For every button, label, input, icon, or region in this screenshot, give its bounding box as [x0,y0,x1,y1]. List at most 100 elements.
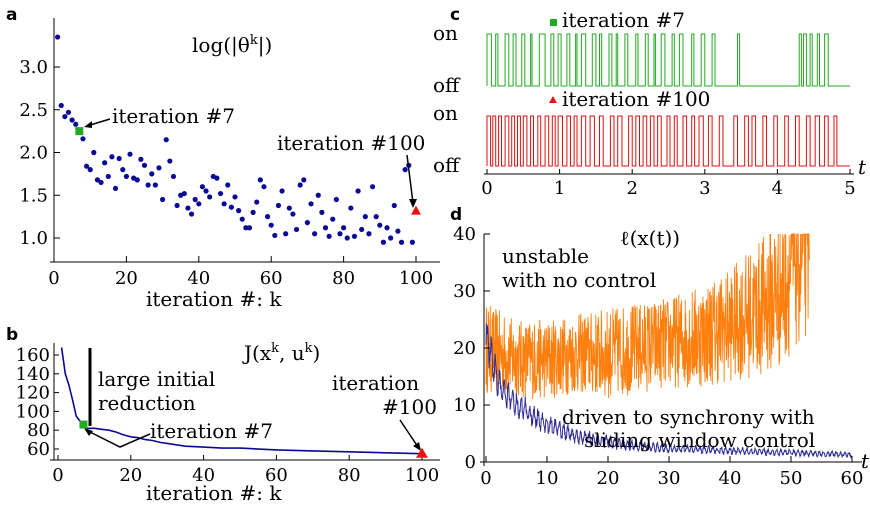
panel-a-data-point [326,233,332,239]
panel-label-d: d [450,205,462,225]
panel-a-data-point [362,214,368,220]
panel-a-data-point [301,177,307,183]
panel-b-y-tick-label: 80 [27,420,50,441]
panel-a-data-point [283,231,289,237]
panel-a-data-point [152,182,158,188]
panel-b-x-tick-label: 20 [119,465,142,486]
panel-d-y-tick-label: 10 [453,395,476,416]
panel-a-data-point [254,199,260,205]
panel-a-data-point [192,196,198,203]
panel-c-on-label-bottom: on [433,101,458,125]
panel-a-data-point [322,225,329,231]
panel-b-arrowhead-7 [84,428,93,436]
panel-c-x-label: t [858,155,867,179]
panel-a-arrowhead-7 [84,121,92,128]
panel-a-data-point [402,167,408,173]
panel-a-data-point [228,204,234,210]
panel-a-data-point [69,117,75,123]
panel-b-x-label: iteration #: k [146,481,282,505]
panel-b-annotation-reduction-1: large initial [98,367,215,391]
panel-a-data-point [199,184,206,190]
panel-a-data-point [116,155,122,162]
panel-b-title: J(xk, uk) [242,341,320,365]
panel-a-title: log(|θk|) [192,33,272,58]
panel-a-data-point [62,113,68,120]
panel-a-y-tick-label: 1.0 [19,228,48,249]
panel-d-x-tick-label: 60 [841,468,864,489]
panel-a-data-point [297,182,303,188]
panel-a-data-point [123,173,129,180]
panel-d-controlled-trace [485,323,852,460]
panel-a-data-point [134,177,140,183]
panel-a-x-label: iteration #: k [146,287,282,311]
panel-c-x-tick-label: 5 [844,178,855,199]
panel-b-arrow-7 [85,429,151,448]
panel-a-data-point [138,156,144,162]
panel-a-data-point [217,190,224,197]
panel-a-data-point [355,188,361,194]
panel-c: c on off on off iteration #7 iteration #… [433,5,867,199]
panel-d-y-tick-label: 0 [465,452,476,473]
panel-a-arrowhead-100 [409,199,417,208]
panel-a-data-point [221,201,227,207]
panel-c-x-tick-label: 1 [554,178,565,199]
panel-b-annotation-reduction-2: reduction [98,391,196,415]
panel-a-arrow-100 [406,154,414,204]
panel-a-annotation-iteration-7: iteration #7 [112,104,235,128]
panel-c-control-signal-iteration-100 [486,115,850,167]
panel-d-title: ℓ(x(t)) [620,226,680,250]
panel-a-data-point [391,202,397,209]
panel-b-highlight-iteration-100 [416,447,428,458]
panel-b-annotation-iteration-100-1: iteration [332,371,419,395]
panel-a-data-point [181,190,187,197]
panel-b-cost-line [60,347,423,455]
panel-a-data-point [105,173,111,180]
panel-a-data-point [279,188,285,194]
panel-a-data-point [272,232,278,239]
panel-d-x-tick-label: 30 [658,468,681,489]
panel-a-y-tick-label: 3.0 [19,57,48,78]
panel-a-data-point [257,177,263,183]
panel-a-data-point [127,151,133,157]
panel-b-annotation-iteration-100-2: #100 [382,395,437,419]
panel-a-data-point [188,211,195,217]
panel-a-data-point [145,182,151,188]
panel-a-data-point [384,225,390,231]
panel-a-y-tick-label: 2.0 [19,143,48,164]
panel-a-data-point [290,211,296,217]
panel-a-data-point [80,136,86,142]
panel-a-data-point [156,165,162,171]
panel-c-x-tick-label: 2 [626,178,637,199]
panel-a-data-point [94,177,101,183]
panel-b-x-tick-label: 80 [338,465,361,486]
panel-a-data-point [163,137,169,143]
panel-a-data-point [83,163,90,169]
panel-d-x-tick-label: 50 [780,468,803,489]
panel-d-x-tick-label: 10 [536,468,559,489]
panel-a-data-point [373,214,379,220]
panel-a-data-point [109,154,115,160]
panel-a-x-tick-label: 40 [187,268,210,289]
panel-a-highlight-iteration-7 [75,127,84,136]
panel-a-data-point [308,201,314,207]
panel-a-data-point [275,202,282,209]
panel-b-arrowhead-100 [413,442,421,451]
panel-a-data-point [315,192,321,198]
panel-a-data-point [58,102,64,109]
panel-a-data-point [312,231,318,237]
panel-b-x-tick-label: 60 [265,465,288,486]
panel-a-data-point [185,205,191,211]
panel-d-x-label: t [861,449,870,473]
panel-a-x-tick-label: 20 [115,268,138,289]
panel-b-y-tick-label: 160 [16,345,50,366]
panel-a-data-point [87,167,93,173]
panel-d-y-tick-label: 40 [453,224,476,245]
panel-a-data-point [380,239,387,245]
panel-a-data-point [73,121,79,127]
panel-a-data-point [214,175,220,181]
panel-c-legend-marker-100 [549,96,557,103]
panel-b-arrow-100 [399,419,419,448]
panel-b-x-tick-label: 0 [52,465,63,486]
panel-a-data-point [348,205,354,211]
